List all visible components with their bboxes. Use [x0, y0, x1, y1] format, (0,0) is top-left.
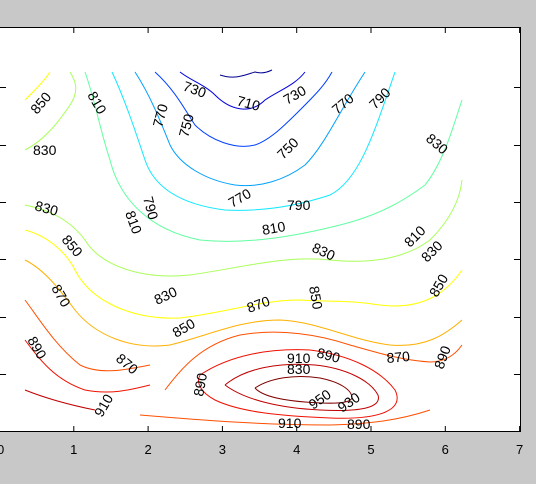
axes-frame — [0, 27, 521, 432]
contour-label: 710 — [235, 92, 262, 114]
contour-line-930 — [24, 363, 379, 411]
x-tick-label: 1 — [70, 442, 77, 457]
x-tick-label: 3 — [219, 442, 226, 457]
contour-label: 750 — [175, 112, 197, 139]
contour-label: 910 — [287, 350, 311, 366]
contour-line-910 — [24, 339, 398, 419]
contour-line-730 — [179, 71, 306, 110]
contour-label: 890 — [190, 372, 210, 398]
axes-background — [0, 27, 521, 432]
x-tick-label: 6 — [442, 442, 449, 457]
contour-line-750 — [154, 71, 333, 147]
x-tick-label: 4 — [293, 442, 300, 457]
contour-line-770 — [134, 71, 366, 187]
contour-label: 890 — [431, 343, 454, 371]
x-axis: 0 1 2 3 4 5 6 7 — [0, 27, 523, 457]
x-tick-label: 5 — [367, 442, 374, 457]
contour-label: 790 — [140, 195, 162, 222]
contour-label: 890 — [347, 416, 371, 432]
contour-label: 810 — [261, 218, 287, 238]
contour-line-830 — [24, 71, 463, 277]
contour-line-810 — [84, 71, 463, 242]
contour-label: 770 — [149, 102, 171, 129]
contour-label: 730 — [181, 78, 209, 101]
contour-line-850 — [24, 71, 463, 319]
y-axis-ticks — [0, 87, 520, 375]
contour-lines — [24, 69, 463, 426]
contour-line-870 — [24, 259, 463, 347]
contour-label: 870 — [386, 348, 411, 366]
contour-label: 850 — [306, 285, 326, 311]
contour-line-890 — [24, 299, 463, 426]
x-tick-label: 7 — [516, 442, 523, 457]
x-tick-label: 2 — [144, 442, 151, 457]
contour-line-950 — [254, 375, 353, 404]
contour-label: 830 — [33, 197, 60, 219]
contour-label: 810 — [122, 209, 145, 237]
contour-line-710 — [219, 69, 273, 78]
contour-label: 830 — [287, 361, 311, 377]
contour-line-790 — [111, 71, 396, 211]
contour-label: 790 — [287, 197, 311, 213]
contour-label: 890 — [315, 344, 342, 366]
x-tick-label: 0 — [0, 442, 4, 457]
contour-label: 910 — [278, 415, 302, 431]
contour-label: 830 — [33, 142, 57, 158]
contour-label: 870 — [245, 293, 273, 316]
